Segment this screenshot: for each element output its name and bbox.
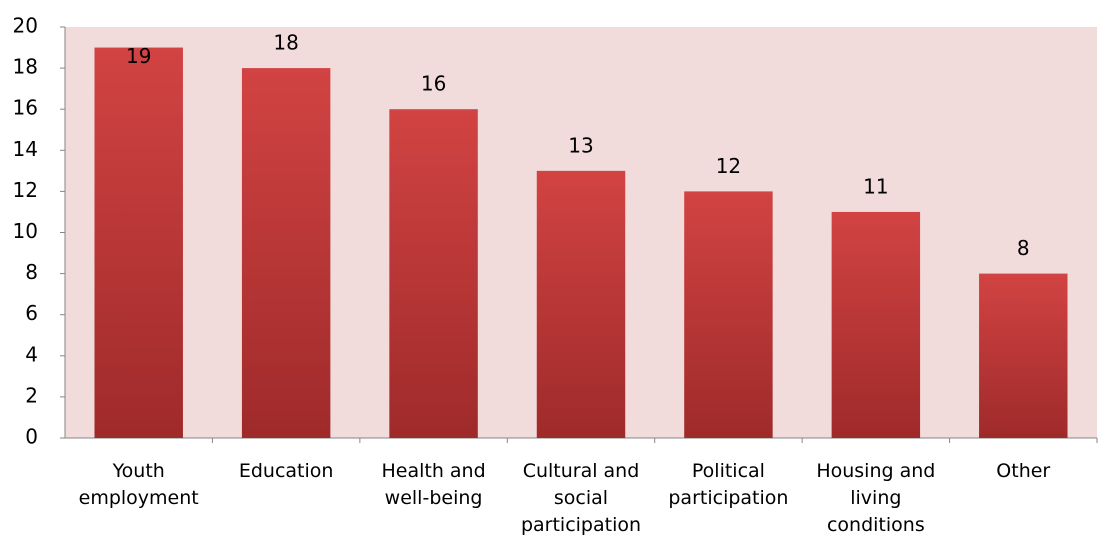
value-label: 13	[568, 133, 593, 157]
y-tick-label: 4	[25, 342, 38, 366]
bar	[241, 68, 331, 438]
x-tick-label: Education	[238, 460, 334, 482]
bar	[94, 47, 183, 439]
bar	[389, 109, 478, 438]
y-tick-label: 12	[13, 178, 38, 202]
y-tick-label: 0	[25, 425, 38, 449]
x-tick-label: Political participation	[668, 460, 789, 509]
bar	[831, 211, 921, 438]
bar	[684, 191, 773, 438]
value-label: 16	[421, 72, 446, 96]
value-label: 12	[716, 154, 741, 178]
x-tick-label: Youth employment	[78, 460, 199, 509]
bar	[536, 170, 626, 438]
y-tick-label: 20	[13, 14, 38, 38]
bar	[979, 273, 1068, 438]
x-tick-label: Housing and living conditions	[816, 460, 936, 536]
x-tick-label: Cultural and social participation	[520, 460, 642, 536]
value-label: 18	[273, 31, 298, 55]
y-tick-label: 10	[13, 219, 38, 243]
y-tick-label: 2	[25, 383, 38, 407]
x-tick-label: Health and well-being	[381, 460, 486, 509]
y-tick-label: 8	[25, 260, 38, 284]
value-label: 11	[863, 174, 888, 198]
y-tick-label: 16	[13, 96, 38, 120]
y-tick-label: 6	[25, 301, 38, 325]
value-label: 19	[126, 44, 151, 68]
value-label: 8	[1017, 236, 1030, 260]
x-tick-label: Other	[996, 460, 1051, 482]
y-tick-label: 18	[13, 55, 38, 79]
y-tick-label: 14	[13, 137, 38, 161]
